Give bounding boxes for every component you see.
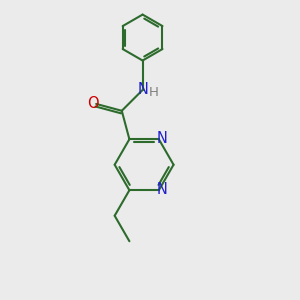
Text: N: N bbox=[157, 131, 168, 146]
Text: H: H bbox=[149, 86, 159, 99]
Text: O: O bbox=[87, 96, 99, 111]
Text: N: N bbox=[137, 82, 148, 97]
Text: N: N bbox=[157, 182, 168, 197]
